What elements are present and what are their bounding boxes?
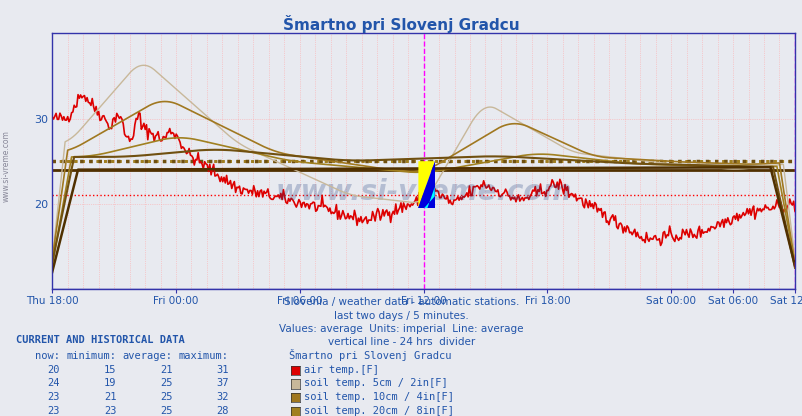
Text: 25: 25 [160, 406, 172, 416]
Text: 25: 25 [160, 392, 172, 402]
Text: www.si-vreme.com: www.si-vreme.com [2, 131, 11, 202]
Text: 20: 20 [47, 365, 60, 375]
Text: vertical line - 24 hrs  divider: vertical line - 24 hrs divider [327, 337, 475, 347]
Text: 23: 23 [47, 406, 60, 416]
Text: 31: 31 [216, 365, 229, 375]
Polygon shape [418, 161, 434, 208]
Text: average:: average: [123, 351, 172, 361]
Text: CURRENT AND HISTORICAL DATA: CURRENT AND HISTORICAL DATA [16, 335, 184, 345]
Text: 25: 25 [160, 379, 172, 389]
Text: 19: 19 [103, 379, 116, 389]
Text: air temp.[F]: air temp.[F] [303, 365, 378, 375]
Text: 24: 24 [47, 379, 60, 389]
Text: 37: 37 [216, 379, 229, 389]
Text: 28: 28 [216, 406, 229, 416]
Polygon shape [423, 187, 434, 208]
Text: minimum:: minimum: [67, 351, 116, 361]
Text: Values: average  Units: imperial  Line: average: Values: average Units: imperial Line: av… [279, 324, 523, 334]
Text: www.si-vreme.com: www.si-vreme.com [275, 178, 571, 206]
Text: now:: now: [35, 351, 60, 361]
Text: 21: 21 [103, 392, 116, 402]
Text: 23: 23 [47, 392, 60, 402]
Text: 21: 21 [160, 365, 172, 375]
Text: last two days / 5 minutes.: last two days / 5 minutes. [334, 311, 468, 321]
Text: soil temp. 20cm / 8in[F]: soil temp. 20cm / 8in[F] [303, 406, 453, 416]
Text: 15: 15 [103, 365, 116, 375]
Text: soil temp. 5cm / 2in[F]: soil temp. 5cm / 2in[F] [303, 379, 447, 389]
Text: Šmartno pri Slovenj Gradcu: Šmartno pri Slovenj Gradcu [289, 349, 451, 361]
Text: 23: 23 [103, 406, 116, 416]
Text: Šmartno pri Slovenj Gradcu: Šmartno pri Slovenj Gradcu [283, 15, 519, 32]
Text: maximum:: maximum: [179, 351, 229, 361]
Text: soil temp. 10cm / 4in[F]: soil temp. 10cm / 4in[F] [303, 392, 453, 402]
Text: Slovenia / weather data - automatic stations.: Slovenia / weather data - automatic stat… [283, 297, 519, 307]
Polygon shape [418, 161, 434, 208]
Text: 32: 32 [216, 392, 229, 402]
